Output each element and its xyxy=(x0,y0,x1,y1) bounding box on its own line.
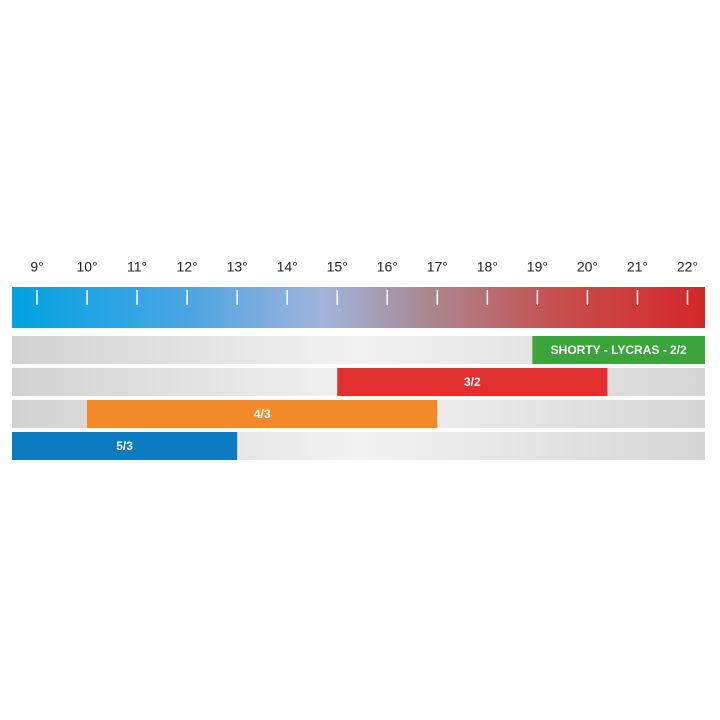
bar-label: 4/3 xyxy=(254,407,271,421)
x-tick-label: 11° xyxy=(127,259,147,275)
bar xyxy=(12,432,238,460)
bar xyxy=(87,400,438,428)
x-tick-label: 15° xyxy=(327,259,348,275)
x-tick-label: 13° xyxy=(227,259,248,275)
x-tick-label: 9° xyxy=(30,259,43,275)
bar xyxy=(337,368,608,396)
x-tick-label: 20° xyxy=(577,259,598,275)
x-tick-label: 22° xyxy=(677,259,698,275)
x-tick-label: 18° xyxy=(477,259,498,275)
x-tick-label: 10° xyxy=(76,259,97,275)
bar-label: 5/3 xyxy=(116,439,133,453)
x-tick-label: 16° xyxy=(377,259,398,275)
x-tick-label: 17° xyxy=(427,259,448,275)
bar-label: 3/2 xyxy=(464,375,481,389)
x-tick-label: 14° xyxy=(277,259,298,275)
x-tick-label: 19° xyxy=(527,259,548,275)
temperature-scale xyxy=(12,287,705,328)
x-tick-label: 12° xyxy=(177,259,198,275)
x-tick-label: 21° xyxy=(627,259,648,275)
bar xyxy=(532,336,705,364)
bar-label: SHORTY - LYCRAS - 2/2 xyxy=(551,343,687,357)
